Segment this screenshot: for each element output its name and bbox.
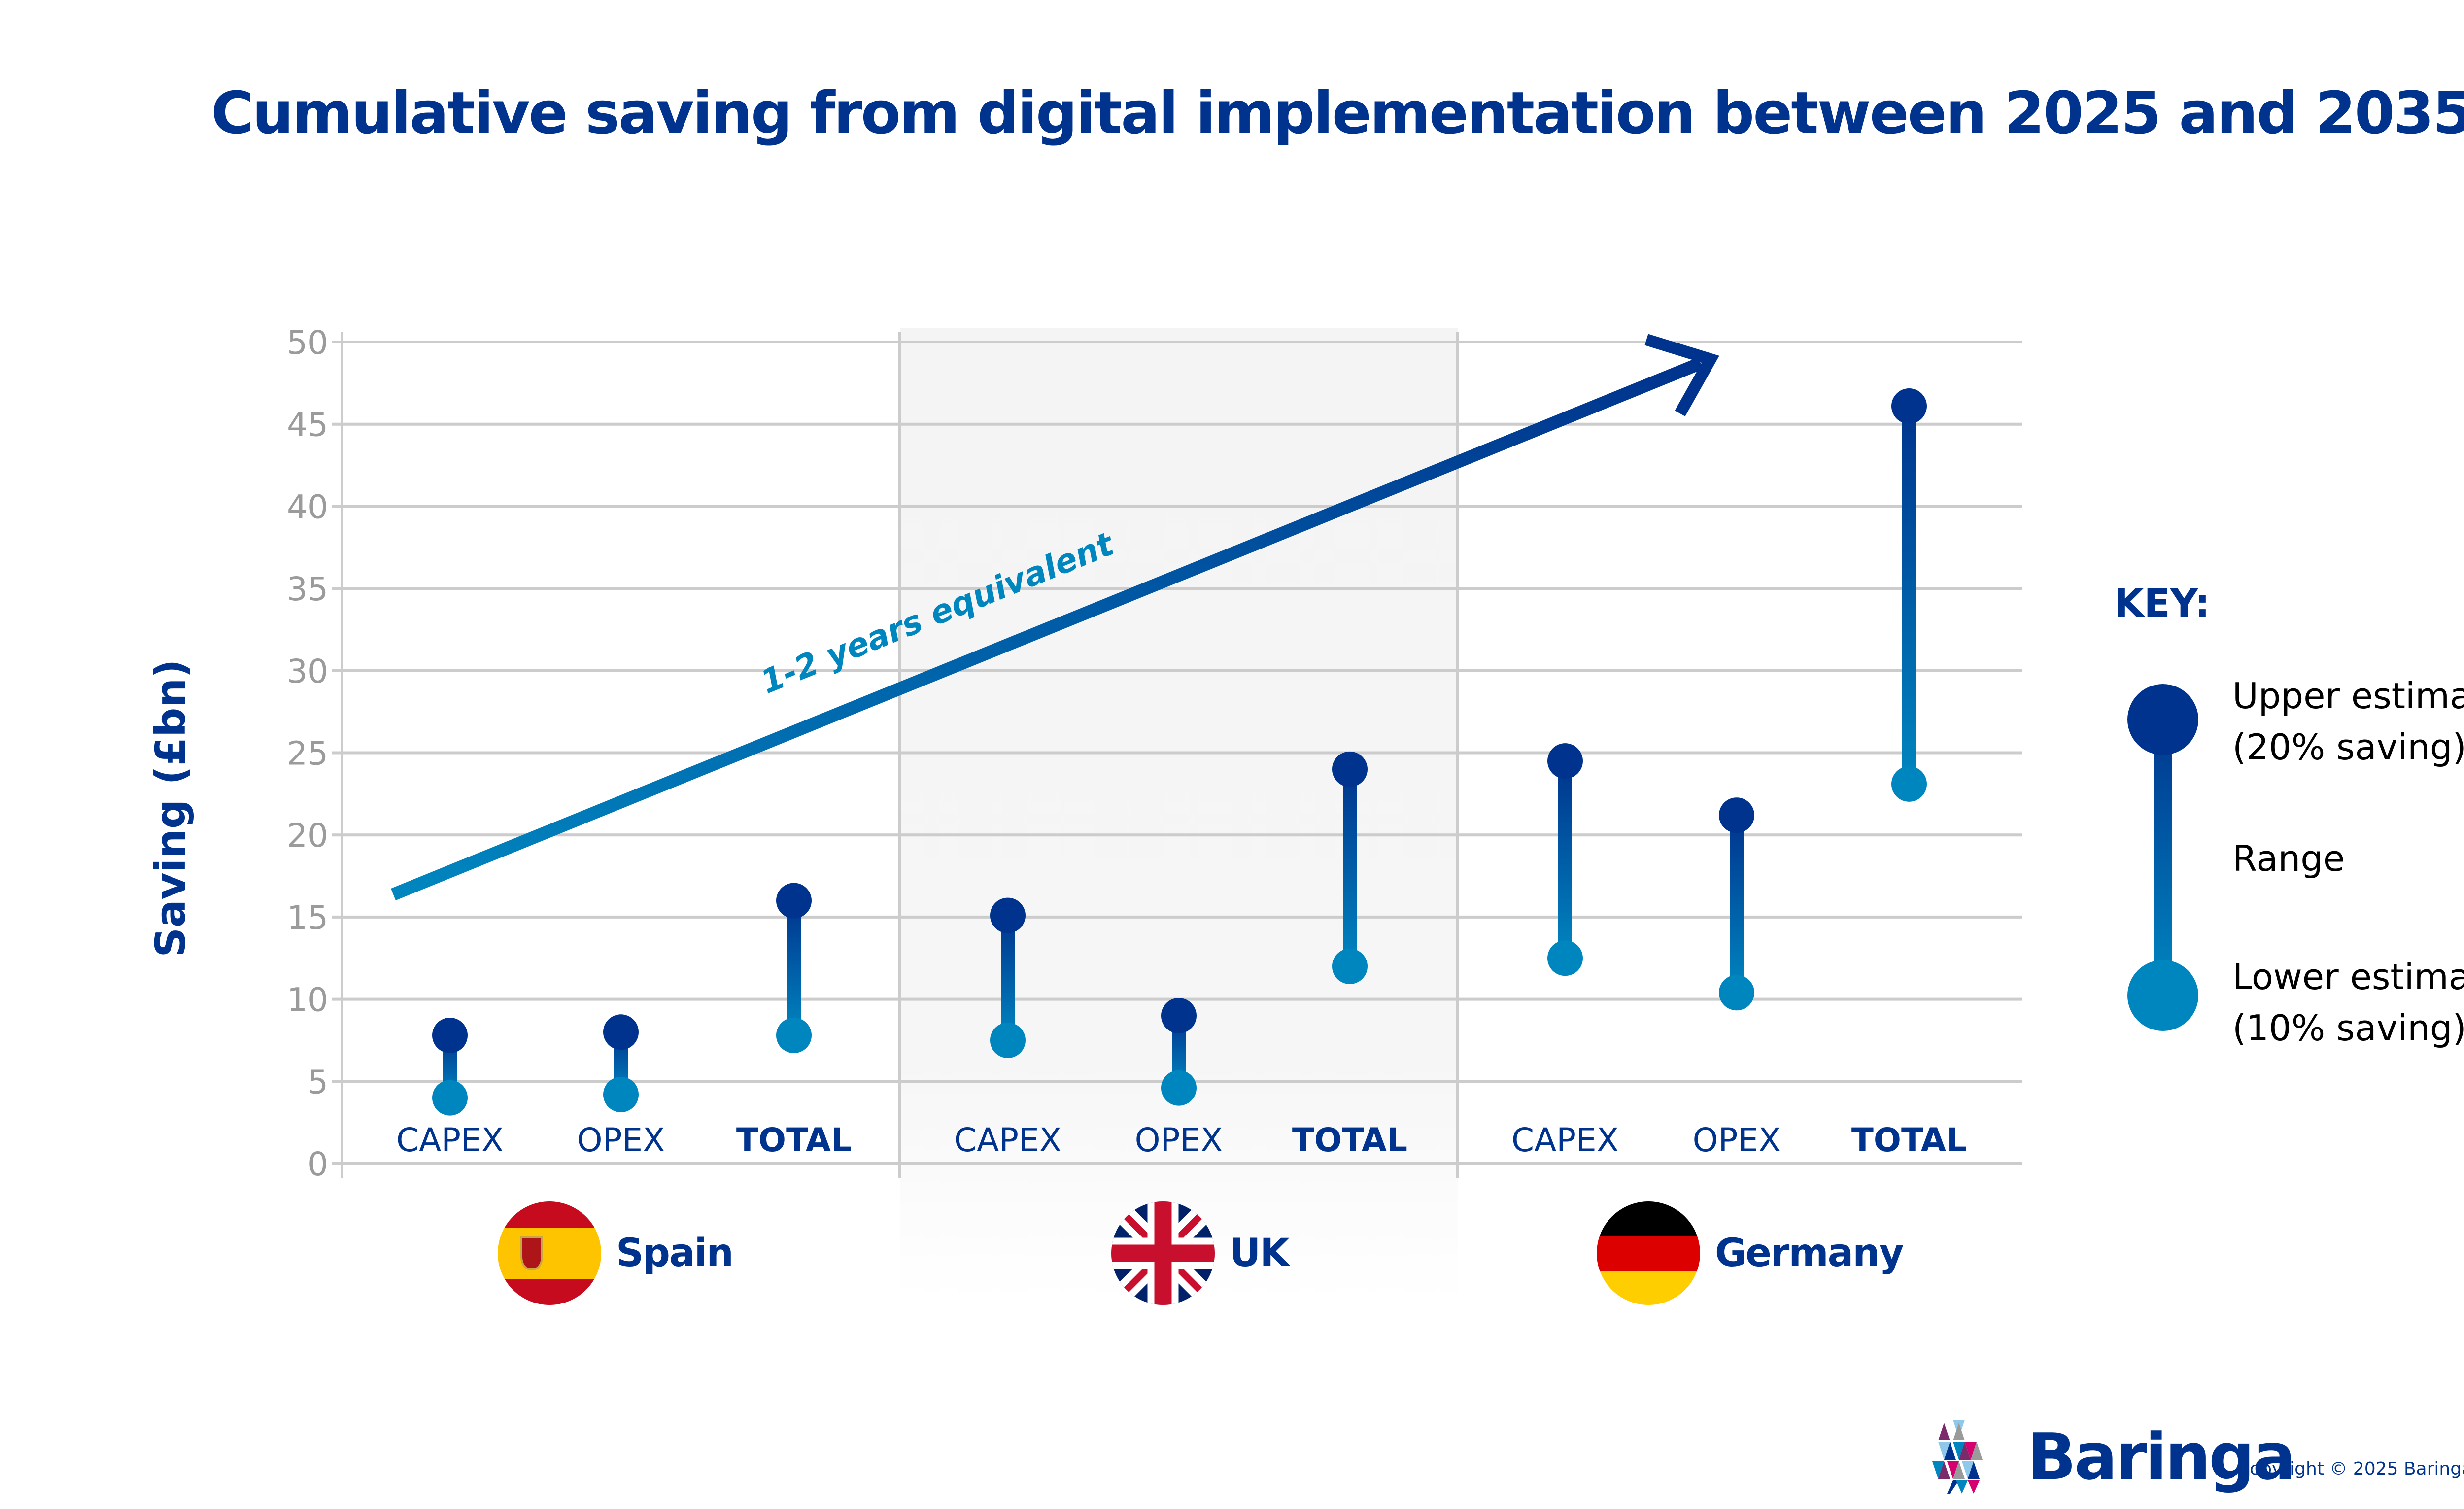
trend-arrow	[391, 334, 1719, 901]
lower-estimate-marker	[1719, 975, 1754, 1011]
y-tick-label: 30	[287, 652, 328, 690]
upper-estimate-marker	[432, 1017, 468, 1053]
dumbbell-germany-capex	[1547, 743, 1583, 976]
country-label: Spain	[616, 1231, 734, 1275]
range-stem	[1001, 915, 1015, 1040]
dumbbell-uk-opex	[1161, 997, 1197, 1106]
legend-dumbbell-icon	[2127, 684, 2198, 1031]
upper-estimate-marker	[1332, 751, 1368, 787]
copyright-text: Copyright © 2025 Baringa Partners LLP	[2237, 1459, 2464, 1479]
legend-item-range: Range	[2232, 833, 2345, 884]
category-label: OPEX	[1693, 1121, 1781, 1159]
y-tick-label: 10	[287, 981, 328, 1019]
lower-estimate-marker	[1891, 766, 1927, 802]
range-stem	[1730, 815, 1744, 993]
y-tick-label: 25	[287, 735, 328, 773]
legend-item-lower: Lower estimation (10% saving)	[2232, 951, 2464, 1054]
baringa-logo: Baringa	[1932, 1419, 2296, 1494]
legend-lower-line1: Lower estimation	[2232, 956, 2464, 997]
y-tick-label: 40	[287, 488, 328, 526]
y-axis-label: Saving (£bn)	[146, 659, 195, 957]
lower-estimate-marker	[1547, 940, 1583, 976]
country-germany: Germany	[1597, 1201, 1904, 1305]
dumbbell-spain-capex	[432, 1017, 468, 1116]
lower-estimate-marker	[432, 1080, 468, 1116]
country-spain: Spain	[498, 1201, 734, 1305]
legend-upper-line2: (20% saving)	[2232, 726, 2464, 768]
y-tick-label: 0	[308, 1145, 328, 1183]
upper-estimate-marker	[990, 897, 1026, 933]
range-stem	[1558, 761, 1572, 959]
dumbbell-spain-opex	[603, 1014, 639, 1112]
dumbbell-uk-total	[1332, 751, 1368, 984]
y-tick-label: 15	[287, 899, 328, 937]
baringa-logo-icon	[1932, 1420, 1983, 1494]
upper-estimate-marker	[1719, 797, 1754, 833]
brand-name: Baringa	[2027, 1419, 2296, 1494]
range-stem	[787, 900, 801, 1035]
category-label: OPEX	[1135, 1121, 1223, 1159]
category-label: TOTAL	[736, 1121, 852, 1159]
chart-title: Cumulative saving from digital implement…	[211, 79, 2464, 147]
arrow-head	[1644, 334, 1719, 416]
lower-estimate-marker	[1332, 948, 1368, 984]
country-uk: UK	[1111, 1201, 1290, 1305]
legend-item-upper: Upper estimation (20% saving)	[2232, 670, 2464, 773]
y-tick-label: 5	[308, 1063, 328, 1101]
y-ticks: 0 5 10 15 20 25 30 35 40 45 50	[287, 324, 328, 1183]
germany-flag-icon	[1597, 1201, 1700, 1305]
uk-flag-icon	[1111, 1201, 1215, 1305]
uk-band	[900, 328, 1458, 1300]
y-tick-label: 35	[287, 570, 328, 608]
arrow-shaft	[391, 357, 1703, 901]
spain-flag-icon	[498, 1201, 601, 1305]
range-stem	[1902, 406, 1916, 784]
legend-upper-marker	[2127, 684, 2198, 755]
category-label: TOTAL	[1292, 1121, 1407, 1159]
upper-estimate-marker	[1891, 388, 1927, 424]
category-label: TOTAL	[1851, 1121, 1967, 1159]
category-label: CAPEX	[954, 1121, 1061, 1159]
upper-estimate-marker	[776, 883, 812, 919]
legend-lower-marker	[2127, 960, 2198, 1031]
legend-range-label: Range	[2232, 838, 2345, 879]
category-label: OPEX	[577, 1121, 665, 1159]
y-tick-label: 45	[287, 406, 328, 444]
country-label: UK	[1230, 1231, 1290, 1275]
lower-estimate-marker	[990, 1022, 1026, 1058]
range-stem	[1343, 769, 1357, 966]
y-tick-label: 50	[287, 324, 328, 362]
upper-estimate-marker	[1547, 743, 1583, 779]
legend-lower-line2: (10% saving)	[2232, 1007, 2464, 1049]
dumbbell-germany-opex	[1719, 797, 1754, 1011]
legend-title: KEY:	[2114, 582, 2210, 626]
dumbbell-spain-total	[776, 883, 812, 1053]
dumbbell-germany-total	[1891, 388, 1927, 802]
y-tick-label: 20	[287, 817, 328, 855]
lower-estimate-marker	[603, 1076, 639, 1112]
legend-upper-line1: Upper estimation	[2232, 675, 2464, 717]
dumbbell-uk-capex	[990, 897, 1026, 1058]
group-dividers	[898, 332, 1459, 1178]
upper-estimate-marker	[603, 1014, 639, 1050]
lower-estimate-marker	[776, 1017, 812, 1053]
lower-estimate-marker	[1161, 1070, 1197, 1106]
category-labels: CAPEX OPEX TOTAL CAPEX OPEX TOTAL CAPEX OPEX TOT…	[396, 1121, 1967, 1159]
legend: KEY: Upper estimation (20% saving) Range…	[2114, 582, 2464, 1049]
category-label: CAPEX	[1511, 1121, 1619, 1159]
upper-estimate-marker	[1161, 997, 1197, 1033]
country-label: Germany	[1715, 1231, 1904, 1275]
category-label: CAPEX	[396, 1121, 504, 1159]
dumbbell-marks	[432, 388, 1927, 1116]
